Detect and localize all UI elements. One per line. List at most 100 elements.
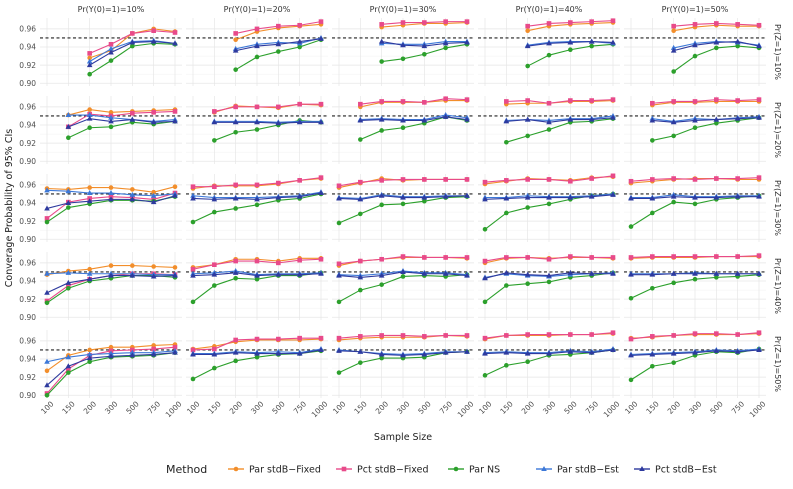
data-point <box>254 336 260 342</box>
data-point <box>610 114 616 120</box>
x-tick-label: 150 <box>352 399 369 416</box>
data-point <box>649 117 656 123</box>
series-line <box>360 116 468 122</box>
data-point <box>464 97 470 102</box>
panel-r4-c3 <box>332 252 474 320</box>
x-tick-label: 100 <box>185 399 202 416</box>
series-pct-stdb-est <box>44 272 178 295</box>
data-point <box>232 269 239 275</box>
data-point <box>378 38 385 44</box>
data-point <box>588 349 595 355</box>
data-point <box>358 334 363 339</box>
series-pct-stdb-fixed <box>190 335 324 353</box>
data-point <box>588 270 595 276</box>
x-tick-label: 150 <box>498 399 515 416</box>
data-point <box>129 196 136 202</box>
legend-item: Par stdB−Fixed <box>228 465 321 476</box>
row-strip-label: Pr(Z=1)=30% <box>773 180 782 236</box>
data-point <box>464 192 470 198</box>
data-point <box>150 119 157 125</box>
series-pct-stdb-est <box>44 349 178 388</box>
data-point <box>151 343 156 348</box>
data-point <box>650 138 655 143</box>
data-point <box>524 43 531 49</box>
data-point <box>129 349 136 355</box>
data-point <box>546 119 552 125</box>
data-point <box>756 346 762 352</box>
data-point <box>713 194 720 200</box>
x-tick-label: 1000 <box>748 399 768 419</box>
y-tick-label: 0.94 <box>19 43 36 52</box>
data-point <box>421 351 428 357</box>
row-strip-label: Pr(Z=1)=20% <box>773 102 782 158</box>
data-point <box>482 350 488 356</box>
data-point <box>568 98 573 103</box>
row-strip-label: Pr(Z=1)=40% <box>773 258 782 314</box>
y-tick-label: 0.92 <box>19 217 36 226</box>
data-point <box>504 210 509 216</box>
data-point <box>400 201 406 207</box>
data-point <box>358 211 363 217</box>
data-point <box>44 216 50 221</box>
data-point <box>546 52 552 58</box>
data-point <box>276 104 281 110</box>
data-point <box>692 201 698 207</box>
data-point <box>756 253 762 258</box>
legend-item: Par stdB−Est <box>536 465 619 476</box>
data-point <box>297 22 302 28</box>
data-point <box>464 272 470 278</box>
data-point <box>87 71 92 77</box>
data-point <box>358 287 363 293</box>
x-tick-label: 150 <box>206 399 223 416</box>
data-point <box>400 333 406 338</box>
panel-r2-c1 <box>40 96 182 164</box>
data-point <box>525 98 530 103</box>
series-pct-stdb-fixed <box>482 173 616 185</box>
panel-r5-c1 <box>40 330 182 398</box>
panel-r4-c1 <box>40 252 182 320</box>
data-point <box>525 205 530 210</box>
data-point <box>44 270 50 276</box>
data-point <box>378 272 385 278</box>
data-point <box>190 192 196 198</box>
data-point <box>379 99 384 104</box>
y-tick-label: 0.94 <box>19 199 36 208</box>
x-tick-label: 100 <box>623 399 640 416</box>
data-point <box>358 360 363 365</box>
series-pct-stdb-est <box>190 346 324 357</box>
data-point <box>546 350 552 356</box>
data-point <box>503 269 510 275</box>
data-point <box>400 56 406 62</box>
panel-r2-c5 <box>624 96 766 164</box>
data-point <box>86 270 93 276</box>
series-pct-stdb-est <box>336 268 470 280</box>
data-point <box>442 193 449 199</box>
data-point <box>87 359 92 365</box>
data-point <box>129 272 136 278</box>
data-point <box>756 175 762 180</box>
data-point <box>442 270 449 276</box>
data-point <box>714 275 719 280</box>
data-point <box>276 260 281 266</box>
series-line <box>68 120 176 139</box>
data-point <box>296 193 303 199</box>
data-point <box>86 115 93 121</box>
data-point <box>567 269 574 275</box>
data-point <box>233 182 238 188</box>
data-point <box>108 58 114 63</box>
data-point <box>421 194 428 200</box>
data-point <box>421 43 428 49</box>
x-tick-label: 750 <box>146 399 163 416</box>
data-point <box>525 177 530 182</box>
series-line <box>652 100 759 106</box>
series-pct-stdb-fixed <box>190 175 324 189</box>
y-tick-label: 0.90 <box>19 391 36 400</box>
data-point <box>276 336 281 342</box>
series-line <box>68 114 176 122</box>
column-strip-label: Pr(Y(0)=1)=40% <box>516 5 583 14</box>
legend-label: Par stdB−Fixed <box>249 465 321 476</box>
data-point <box>212 184 217 189</box>
data-point <box>336 299 342 305</box>
data-point <box>670 350 677 356</box>
legend-item: Pct stdB−Est <box>634 465 717 476</box>
